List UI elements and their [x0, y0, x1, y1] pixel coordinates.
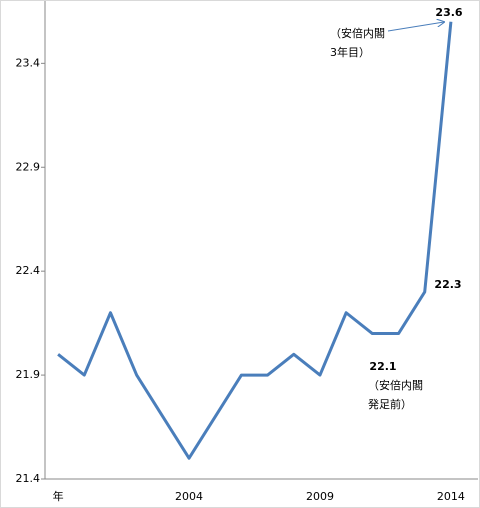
y-tick-label: 21.4: [16, 472, 41, 485]
data-label: 23.6: [435, 6, 462, 19]
annotation: （安倍内閣: [368, 378, 423, 392]
y-tick-label: 23.4: [16, 56, 41, 69]
annotation: 発足前）: [368, 397, 412, 411]
x-tick-label: 2004: [175, 490, 203, 503]
data-label: 22.3: [434, 278, 461, 291]
line-series: [57, 21, 453, 460]
annotation: （安倍内閣: [330, 26, 385, 40]
x-tick-label: 2009: [306, 490, 334, 503]
data-label: 22.1: [369, 360, 396, 373]
y-tick-label: 21.9: [16, 368, 41, 381]
annotation-arrow: [387, 22, 444, 32]
x-tick-label: 2014: [437, 490, 465, 503]
x-tick-label: 年: [53, 489, 64, 503]
y-tick-label: 22.4: [16, 264, 41, 277]
y-tick-label: 22.9: [16, 160, 41, 173]
annotation: 3年目）: [330, 45, 370, 59]
